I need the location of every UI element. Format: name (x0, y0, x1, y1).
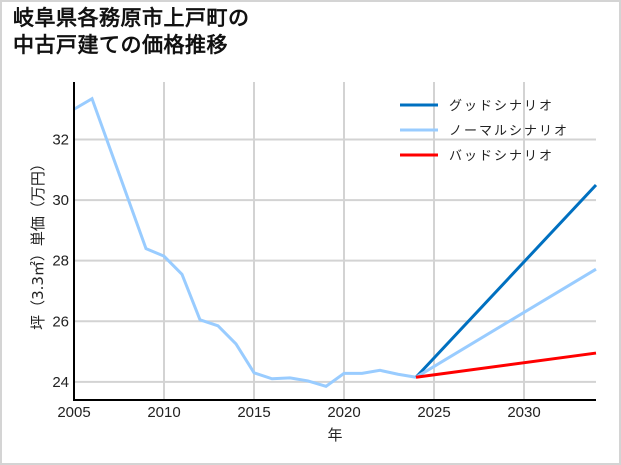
x-axis-label: 年 (327, 426, 342, 444)
x-tick-label: 2015 (237, 404, 270, 421)
data-series (73, 96, 598, 389)
x-tick-label: 2020 (327, 404, 360, 421)
series-line-1 (414, 183, 598, 379)
series-line-2 (415, 267, 597, 379)
x-tick-label: 2025 (417, 404, 450, 421)
chart-title-line2: 中古戸建ての価格推移 (13, 33, 228, 57)
legend-label: グッドシナリオ (449, 99, 554, 114)
chart-title-line1: 岐阜県各務原市上戸町の (13, 6, 250, 30)
axes (73, 82, 596, 401)
series-line-0 (73, 96, 417, 389)
y-tick-label: 26 (52, 313, 69, 330)
y-tick-label: 28 (52, 253, 69, 270)
tick-labels: 2005 2010 2015 2020 2025 2030 24 26 28 30 32 (52, 132, 540, 421)
x-tick-label: 2010 (147, 404, 180, 421)
y-tick-label: 30 (52, 192, 69, 209)
chart-title: 岐阜県各務原市上戸町の 中古戸建ての価格推移 (13, 5, 250, 59)
y-tick-label: 32 (52, 132, 69, 149)
x-tick-label: 2030 (507, 404, 540, 421)
legend-label: ノーマルシナリオ (449, 124, 569, 139)
y-tick-label: 24 (52, 374, 69, 391)
y-axis-label: 坪（3.3㎡）単価（万円） (29, 156, 47, 330)
x-tick-label: 2005 (57, 404, 90, 421)
legend-label: バッドシナリオ (449, 149, 554, 164)
series-line-3 (415, 351, 597, 379)
